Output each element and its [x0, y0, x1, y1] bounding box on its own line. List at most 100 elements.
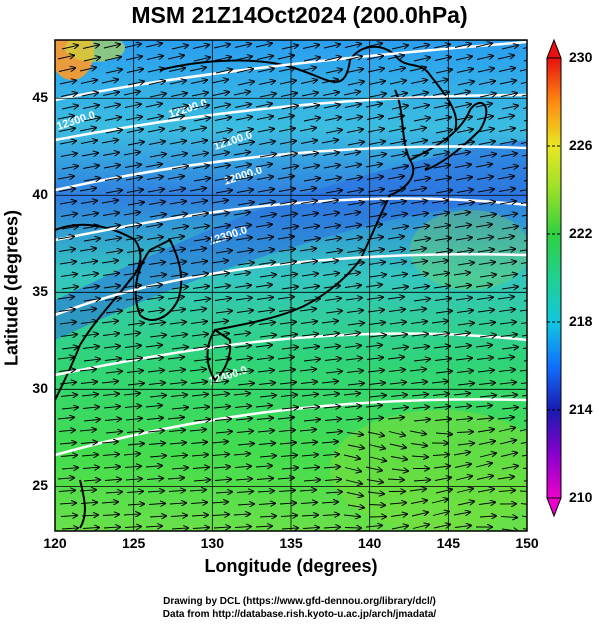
wind-vector	[60, 455, 77, 456]
wind-vector	[300, 201, 317, 204]
wind-vector	[389, 382, 406, 384]
wind-vector	[324, 479, 341, 480]
wind-vector	[323, 346, 340, 348]
wind-vector	[432, 152, 449, 155]
wind-vector	[281, 45, 298, 50]
wind-vector	[256, 418, 273, 420]
colorbar-tick-label: 214	[569, 401, 593, 417]
wind-vector	[236, 491, 253, 492]
wind-vector	[123, 454, 140, 455]
wind-vector	[497, 357, 514, 359]
wind-vector	[453, 273, 470, 275]
wind-vector	[479, 275, 496, 277]
wind-vector	[497, 236, 514, 239]
wind-vector	[475, 285, 492, 287]
wind-vector	[345, 418, 362, 420]
wind-vector	[123, 152, 140, 155]
wind-vector	[214, 117, 231, 120]
wind-vector	[410, 500, 427, 503]
wind-vector	[391, 526, 408, 529]
wind-vector	[413, 118, 430, 121]
wind-vector	[387, 116, 404, 119]
wind-vector	[190, 321, 207, 323]
wind-vector	[233, 333, 250, 335]
wind-vector	[456, 371, 473, 373]
wind-vector	[520, 503, 527, 505]
wind-vector	[410, 80, 427, 84]
wind-vector	[479, 154, 496, 157]
wind-vector	[476, 358, 493, 360]
wind-vector	[299, 67, 316, 72]
wind-vector	[391, 166, 408, 169]
wind-vector	[127, 383, 144, 385]
wind-vector	[105, 492, 122, 493]
wind-vector	[259, 214, 276, 217]
wind-vector	[126, 491, 143, 492]
wind-vector	[345, 56, 362, 61]
wind-vector	[81, 334, 98, 336]
wind-vector	[478, 81, 495, 85]
wind-vector	[167, 297, 184, 299]
wind-vector	[169, 141, 186, 144]
wind-vector	[189, 490, 206, 491]
wind-vector	[256, 297, 273, 299]
wind-vector	[391, 45, 408, 50]
wind-vector	[434, 178, 451, 181]
wind-vector	[101, 442, 118, 443]
wind-vector	[212, 273, 229, 275]
wind-vector	[235, 298, 252, 300]
wind-vector	[257, 491, 274, 492]
wind-vector	[235, 358, 252, 360]
wind-vector	[102, 333, 119, 335]
wind-vector	[522, 227, 527, 229]
wind-vector	[235, 177, 252, 180]
wind-vector	[83, 57, 100, 62]
wind-vector	[215, 492, 232, 493]
wind-vector	[322, 152, 339, 155]
wind-vector	[83, 238, 100, 241]
wind-vector	[190, 502, 207, 503]
wind-vector	[454, 525, 471, 527]
wind-vector	[147, 430, 164, 432]
wind-vector	[388, 68, 405, 72]
wind-vector	[391, 106, 408, 109]
wind-vector	[256, 358, 273, 360]
wind-vector	[191, 455, 208, 456]
wind-vector	[365, 224, 382, 227]
wind-vector	[277, 297, 294, 299]
wind-vector	[455, 56, 472, 61]
wind-vector	[237, 81, 254, 85]
wind-vector	[409, 248, 426, 251]
wind-vector	[435, 130, 452, 133]
wind-vector	[214, 238, 231, 241]
wind-vector	[477, 489, 494, 492]
wind-vector	[324, 57, 341, 61]
y-tick-label: 35	[32, 283, 48, 300]
wind-vector	[193, 299, 210, 301]
wind-vector	[280, 153, 297, 156]
wind-vector	[259, 94, 276, 97]
wind-vector	[101, 321, 118, 323]
wind-vector	[169, 261, 186, 264]
colorbar-tick-label: 210	[569, 489, 593, 505]
wind-vector-field	[57, 43, 527, 531]
wind-vector	[431, 260, 448, 263]
wind-vector	[104, 479, 121, 480]
wind-vector	[321, 502, 338, 503]
wind-vector	[212, 514, 229, 515]
wind-vector	[390, 214, 407, 217]
wind-vector	[431, 499, 448, 504]
wind-vector	[456, 190, 473, 193]
wind-vector	[321, 260, 338, 263]
wind-vector	[479, 516, 496, 517]
wind-vector	[520, 382, 527, 384]
wind-vector	[455, 298, 472, 300]
wind-vector	[412, 525, 429, 529]
wind-vector	[413, 57, 430, 62]
wind-vector	[302, 105, 319, 108]
wind-vector	[83, 480, 100, 481]
wind-vector	[299, 128, 316, 131]
wind-vector	[82, 346, 99, 348]
wind-vector	[211, 502, 228, 503]
wind-vector	[104, 419, 121, 421]
